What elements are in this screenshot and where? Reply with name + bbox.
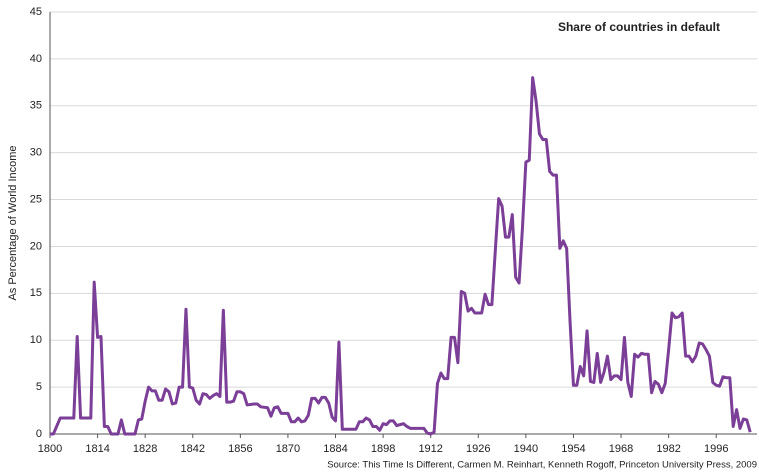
x-tick-label: 1940 [514, 443, 538, 455]
data-line [50, 76, 752, 436]
y-tick-label: 35 [30, 100, 42, 112]
chart-title: Share of countries in default [558, 20, 720, 34]
y-tick-label: 0 [36, 428, 42, 440]
x-tick-label: 1884 [323, 443, 347, 455]
y-tick-label: 5 [36, 381, 42, 393]
x-tick-label: 1870 [276, 443, 300, 455]
x-tick-label: 1828 [133, 443, 157, 455]
x-tick-label: 1968 [609, 443, 633, 455]
x-tick-label: 1856 [228, 443, 252, 455]
x-tick-label: 1926 [466, 443, 490, 455]
x-tick-label: 1800 [38, 443, 62, 455]
x-tick-label: 1912 [418, 443, 442, 455]
y-tick-label: 25 [30, 193, 42, 205]
x-tick-label: 1996 [704, 443, 728, 455]
y-tick-label: 20 [30, 240, 42, 252]
y-tick-label: 10 [30, 334, 42, 346]
x-tick-label: 1814 [85, 443, 109, 455]
y-axis-label: As Percentage of World Income [7, 145, 19, 300]
y-tick-label: 40 [30, 53, 42, 65]
source-note: Source: This Time Is Different, Carmen M… [327, 460, 757, 471]
y-tick-label: 15 [30, 287, 42, 299]
x-tick-label: 1954 [561, 443, 585, 455]
y-tick-label: 45 [30, 6, 42, 18]
x-tick-label: 1898 [371, 443, 395, 455]
x-tick-label: 1842 [181, 443, 205, 455]
x-tick-label: 1982 [656, 443, 680, 455]
y-tick-label: 30 [30, 147, 42, 159]
